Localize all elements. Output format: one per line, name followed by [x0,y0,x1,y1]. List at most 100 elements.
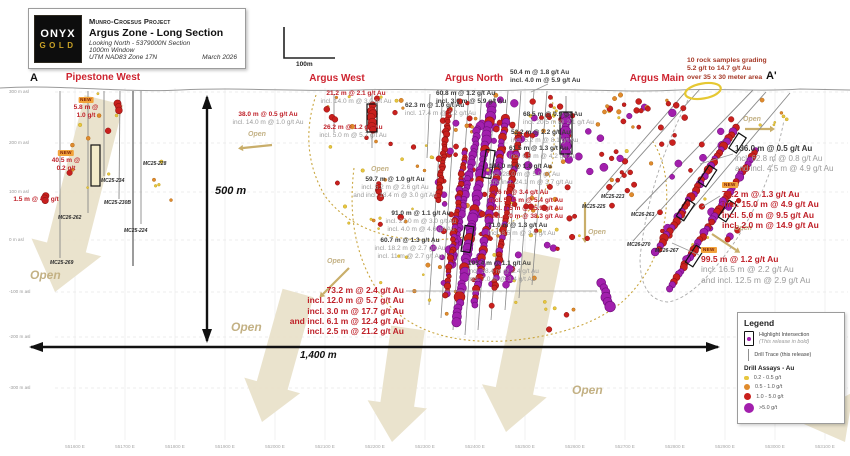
assay-dot [548,103,554,108]
legend: Legend Highlight Intersection (This rele… [737,312,845,424]
assay-dot [114,113,119,118]
zone-label: Pipestone West [65,72,141,83]
assay-dot [439,254,445,261]
legend-trace-row: Drill Trace (this release) [744,349,838,361]
assay-dot [377,227,380,230]
mineralized-zone-outlines [308,94,785,342]
open-label: Open [327,258,345,265]
assay-annotation: NEW 99.5 m @ 1.2 g/t Au incl. 16.5 m @ 2.2… [701,243,810,285]
assay-dot [371,218,376,223]
assay-dot [554,207,559,211]
highlight-intersection-box [675,198,696,222]
assay-dot [401,106,405,110]
easting-label: 552500 E [515,444,535,449]
assay-dot [672,133,677,138]
assay-dot [668,108,677,118]
argus-main-outline [639,99,785,303]
assay-annotation-line: incl. 20.5 m @ 2.1 g/t Au [523,118,594,126]
assay-dot [616,109,622,115]
easting-label: 552300 E [415,444,435,449]
section-marker-a: A [30,72,38,84]
assay-dot [78,122,83,127]
assay-dot [784,117,789,122]
assay-dot [548,164,552,169]
assay-dot [415,164,420,168]
assay-dot [96,92,100,96]
assay-dot [104,127,112,134]
assay-annotation-line: 5.2 g/t to 14.7 g/t Au [687,65,751,73]
assay-dot [334,180,340,186]
assay-dot [510,99,519,108]
assay-dot [159,159,164,164]
drill-hole-label: MC25-224 [124,228,148,234]
assay-annotation: 50.4 m @ 1.8 g/t Au incl. 4.0 m @ 5.9 g/t… [510,69,580,85]
vertical-measure-label: 500 m [215,185,247,197]
assay-dot [541,204,548,211]
open-arrow-small-head [238,144,244,152]
assay-dot [394,98,399,103]
assay-dot [424,144,428,147]
argus-north-outline [351,139,668,342]
assay-annotation-line: incl. 3.0 m @ 38.3 g/t Au [489,212,564,220]
assay-annotation: 60.7 m @ 1.3 g/t Au incl. 18.2 m @ 2.7 g/… [375,237,446,261]
assay-dot [528,233,534,238]
drill-hole-label: MC25-228 [143,161,167,167]
assay-dot [411,207,414,211]
drill-hole-label: MC25-269 [50,260,74,266]
assay-dot [621,102,627,107]
assay-dot [552,106,556,110]
measure-arrow-head [202,95,212,109]
leader-lines [406,83,734,292]
assay-dot [638,108,644,114]
drill-trace [531,90,548,286]
interval-bead [115,106,123,115]
assay-dot [602,109,607,115]
assay-dot [734,227,741,234]
assay-annotation: 68.5 m @ 0.9 g/t Au incl. 20.5 m @ 2.1 g/… [523,111,594,127]
assay-annotation-line: 1.0 g/t [76,112,96,120]
assay-dot [514,251,522,259]
assay-dot [584,235,590,242]
assay-annotation-line: 1.5 m @ 4.8 g/t [13,196,59,203]
assay-dot [758,123,762,127]
open-arrow-small [322,267,350,295]
assay-dot [717,127,725,136]
assay-dot [616,154,624,163]
assay-dot [574,152,583,161]
assay-dot [608,155,615,162]
zone-label: Argus West [309,73,365,84]
assay-dot [505,264,514,273]
easting-label: 552100 E [315,444,335,449]
assay-dot [773,121,777,124]
drill-trace [518,90,535,299]
assay-annotation-line: and incl. 18.4 m @ 3.0 g/t Au [353,191,437,199]
assay-dot [669,139,676,146]
assay-dot [735,198,742,204]
assay-annotation: 60.8 m @ 1.2 g/t Au incl. 3.0 m @ 5.9 g/t… [436,90,506,106]
assay-annotation: NEW 77.2 m @ 1.3 g/t Au incl. 15.0 m @ 4.9… [722,178,819,231]
zone-label: Argus North [444,73,504,84]
assay-annotation-line: 10 rock samples grading [687,57,767,64]
assay-annotation: 194.0 m @ 1.8 g/t Au incl. 28.0 m @ 5.0 g… [489,163,573,187]
assay-dot [629,192,635,198]
legend-highlight-label: Highlight Intersection [759,331,810,338]
assay-annotation: NEW 40.5 m @0.2 g/t [52,149,80,173]
assay-annotation-line: 71.0 m @ 1.3 g/t Au [488,222,548,229]
assay-dot [556,103,564,110]
assay-dot [698,203,706,210]
assay-annotation-line: and incl. 24.1 m @ 3.7 g/t Au [489,178,573,186]
assay-annotation: 136.0 m @ 0.5 g/t Au incl. 62.8 m @ 0.8 g… [735,144,833,173]
assay-dot [470,125,474,129]
legend-assay-class-label: 0.5 - 1.0 g/t [755,384,783,390]
assay-dot [569,233,576,241]
assay-dot [631,181,638,188]
elevation-label: -200 m asl [9,334,31,339]
assay-annotation-line: incl. 5.0 m @ 5.7 g/t Au [319,131,387,139]
assay-dot [392,109,398,116]
assay-dot [545,112,552,119]
assay-dot [169,198,173,202]
assay-dot [724,236,731,243]
assay-dot [528,113,533,118]
legend-highlight-sub: (This release in bold) [759,338,810,345]
date-label: March 2026 [202,53,237,61]
